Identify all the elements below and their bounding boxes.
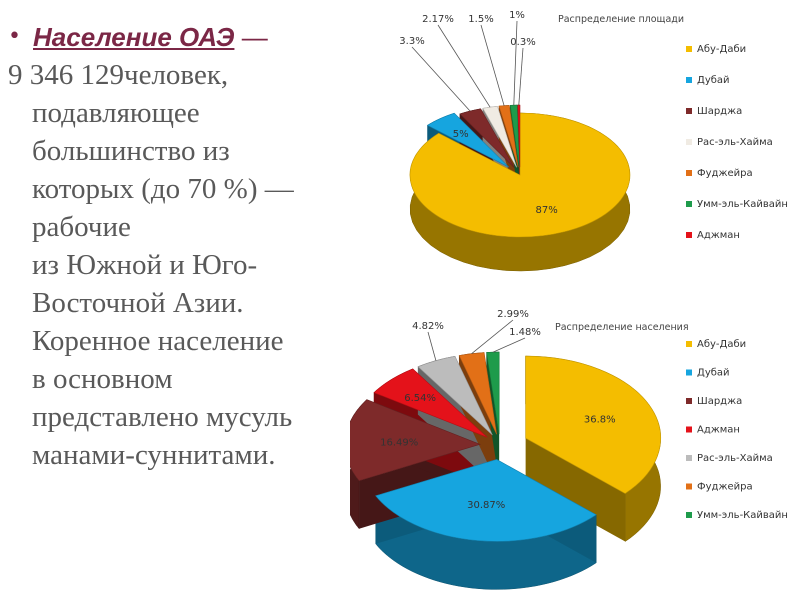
slice-дубай: [426, 112, 509, 168]
body-line: манами-суннитами.: [32, 439, 276, 471]
legend-swatch: [686, 46, 692, 52]
leader-line: [427, 331, 437, 361]
data-label: 3.3%: [399, 36, 424, 47]
legend-entry: Фуджейра: [697, 168, 753, 179]
data-label: 5%: [453, 129, 469, 140]
legend-entry: Дубай: [697, 368, 730, 379]
data-label: 2.99%: [497, 309, 529, 320]
text-column: • Население ОАЭ — 9 346 129человек, пода…: [8, 18, 368, 474]
legend-entry: Шарджа: [697, 396, 742, 407]
legend-swatch: [686, 455, 692, 461]
data-label: 6.54%: [404, 393, 436, 404]
data-label: 36.8%: [584, 414, 616, 425]
legend-swatch: [686, 369, 692, 376]
data-label: 4.82%: [412, 321, 444, 332]
legend-entry: Аджман: [697, 230, 740, 241]
legend-swatch: [686, 232, 692, 238]
body-line: подавляющее: [32, 97, 200, 129]
legend-swatch: [686, 108, 692, 114]
data-label: 87%: [536, 205, 558, 216]
legend-swatch: [686, 483, 692, 490]
data-label: 16.49%: [380, 437, 418, 448]
data-label: 1.5%: [468, 14, 493, 25]
slice-фуджейра: [458, 352, 497, 435]
legend-swatch: [686, 426, 692, 433]
legend-swatch: [686, 398, 692, 404]
legend-entry: Рас-эль-Хайма: [697, 137, 773, 148]
slice-аджман: [373, 368, 488, 438]
legend-swatch: [686, 170, 692, 176]
body-line: которых (до 70 %) —: [32, 173, 294, 205]
slice-шарджа: [459, 108, 515, 168]
slice-абу-даби: [409, 112, 631, 238]
legend-entry: Абу-Даби: [697, 339, 746, 350]
leader-line: [492, 337, 526, 353]
legend-entry: Абу-Даби: [697, 44, 746, 55]
slice-wall-абу-даби-1: [525, 438, 626, 542]
legend-swatch: [686, 139, 692, 145]
legend-swatch: [686, 201, 692, 207]
legend-swatch: [686, 341, 692, 347]
body-paragraph: 9 346 129человек, подавляющее большинств…: [8, 56, 368, 474]
body-line: из Южной и Юго-: [32, 249, 258, 281]
leader-line: [513, 20, 518, 106]
heading-line: • Население ОАЭ —: [8, 18, 368, 56]
body-line: Коренное население: [32, 325, 284, 357]
body-line: рабочие: [32, 211, 131, 243]
legend-entry: Шарджа: [697, 106, 742, 117]
chart-title: Распределение населения: [555, 322, 689, 333]
leader-line: [411, 46, 471, 112]
population-pie-chart: Распределение населения 36.8% 30.87% 16.49%…: [350, 309, 788, 590]
data-label: 2.17%: [422, 14, 454, 25]
legend-entry: Рас-эль-Хайма: [697, 453, 773, 464]
chart-title: Распределение площади: [558, 14, 684, 25]
body-line: в основном: [32, 363, 173, 395]
data-label: 1%: [509, 10, 525, 21]
body-line: представлено мусуль: [32, 401, 293, 433]
leader-line: [471, 319, 514, 355]
legend-swatch: [686, 77, 692, 83]
body-line: 9 346 129человек,: [8, 59, 229, 91]
legend-entry: Дубай: [697, 75, 730, 86]
legend-entry: Аджман: [697, 425, 740, 436]
area-pie-chart: Распределение площади 87% 5% 3.3% 2.17% 1.5% 1…: [399, 10, 788, 272]
leader-line: [518, 47, 524, 106]
leader-line: [437, 24, 491, 108]
body-line: Восточной Азии.: [32, 287, 244, 319]
slice-дубай: [375, 459, 597, 542]
body-line: большинство из: [32, 135, 230, 167]
legend-entry: Умм-эль-Кайвайн: [697, 510, 788, 521]
slice-шарджа: [350, 399, 481, 482]
legend-entry: Фуджейра: [697, 482, 753, 493]
legend-swatch: [686, 512, 692, 518]
data-label: 30.87%: [467, 500, 505, 511]
slice-рас-эль-хайма: [417, 355, 493, 436]
leader-line: [480, 24, 505, 106]
title-dash: —: [241, 22, 268, 52]
slide-title: Население ОАЭ: [33, 22, 235, 52]
bullet-icon: •: [8, 24, 21, 49]
slice-абу-даби: [525, 355, 661, 494]
data-label: 1.48%: [509, 327, 541, 338]
legend-entry: Умм-эль-Кайвайн: [697, 199, 788, 210]
data-label: 0.3%: [510, 37, 535, 48]
